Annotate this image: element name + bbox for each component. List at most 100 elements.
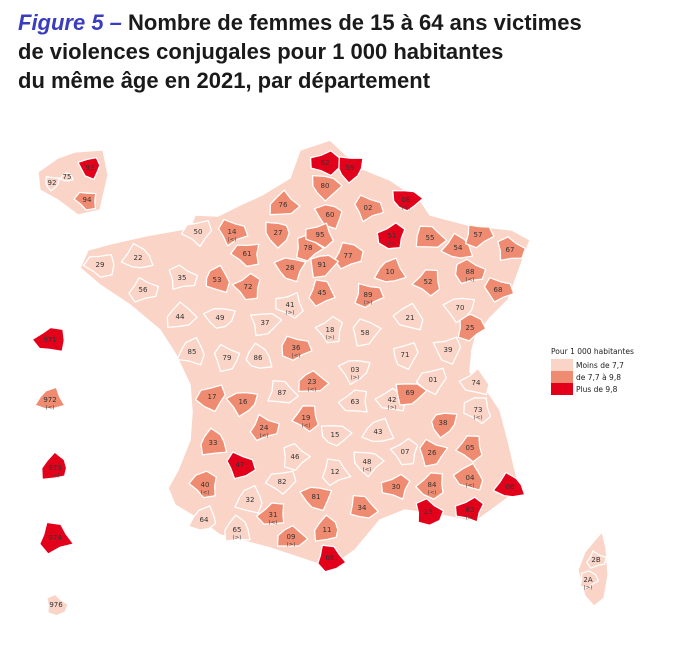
department-label-47: 47 — [236, 461, 245, 469]
department-label-34: 34 — [358, 504, 367, 512]
department-label-76: 76 — [279, 201, 288, 209]
department-overlays — [31, 150, 607, 617]
department-label-03: 03 — [351, 366, 360, 374]
department-label-28: 28 — [286, 264, 295, 272]
department-tag-973: (>) — [51, 473, 60, 479]
department-label-37: 37 — [261, 319, 270, 327]
department-71 — [393, 342, 419, 370]
department-18 — [314, 315, 343, 344]
department-34 — [349, 494, 379, 519]
department-label-49: 49 — [216, 314, 225, 322]
department-84 — [415, 472, 444, 500]
department-62 — [309, 150, 340, 177]
department-72 — [231, 272, 261, 301]
department-tag-36: (<) — [292, 353, 301, 359]
department-40 — [188, 470, 217, 499]
legend-swatch-high — [551, 383, 573, 395]
department-94 — [73, 191, 97, 211]
department-label-93: 93 — [86, 164, 95, 172]
figure-label: Figure 5 – — [18, 10, 122, 35]
department-label-11: 11 — [323, 526, 332, 534]
department-43 — [361, 417, 395, 443]
department-label-30: 30 — [392, 483, 401, 491]
department-label-83: 83 — [466, 506, 475, 514]
department-24 — [249, 413, 280, 442]
department-07 — [389, 438, 419, 466]
legend-swatch-low — [551, 359, 573, 371]
department-tag-48: (<) — [363, 467, 372, 473]
department-label-44: 44 — [176, 313, 185, 321]
department-95 — [305, 222, 335, 249]
department-tag-19: (<) — [302, 423, 311, 429]
department-61 — [230, 243, 260, 268]
department-73 — [463, 397, 492, 425]
department-58 — [352, 318, 382, 347]
department-04 — [452, 462, 484, 491]
department-label-33: 33 — [209, 439, 218, 447]
department-33 — [200, 427, 228, 456]
department-label-23: 23 — [308, 378, 317, 386]
department-63 — [337, 389, 368, 413]
department-44 — [166, 301, 198, 329]
legend-item-high: Plus de 9,8 — [551, 383, 681, 395]
department-label-79: 79 — [223, 354, 232, 362]
department-label-12: 12 — [331, 468, 340, 476]
department-89 — [354, 282, 385, 309]
department-label-40: 40 — [201, 481, 210, 489]
department-15 — [320, 425, 353, 447]
department-label-94: 94 — [83, 196, 92, 204]
department-2A — [579, 570, 600, 590]
department-label-62: 62 — [321, 159, 330, 167]
department-label-24: 24 — [260, 424, 269, 432]
department-14 — [217, 218, 249, 247]
department-label-53: 53 — [213, 276, 222, 284]
department-label-70: 70 — [456, 304, 465, 312]
title-line-3: du même âge en 2021, par département — [18, 68, 431, 93]
department-label-60: 60 — [326, 211, 335, 219]
legend-title: Pour 1 000 habitantes — [551, 347, 634, 356]
department-label-87: 87 — [278, 389, 287, 397]
department-37 — [249, 312, 283, 337]
department-12 — [321, 458, 352, 487]
legend-label-mid: de 7,7 à 9,8 — [576, 372, 621, 382]
department-label-72: 72 — [244, 283, 253, 291]
department-label-976: 976 — [49, 601, 63, 609]
department-label-68: 68 — [494, 286, 503, 294]
department-label-59: 59 — [346, 164, 355, 172]
department-label-64: 64 — [200, 516, 209, 524]
legend: Pour 1 000 habitantes Moins de 7,7 de 7,… — [551, 347, 681, 395]
department-tag-18: (>) — [326, 335, 335, 341]
department-label-82: 82 — [278, 478, 287, 486]
department-tag-08: (<) — [402, 205, 411, 211]
department-tag-51: (<) — [388, 241, 397, 247]
department-label-73: 73 — [474, 406, 483, 414]
department-82 — [264, 470, 297, 495]
legend-label-low: Moins de 7,7 — [576, 360, 624, 370]
department-tag-65: (>) — [233, 535, 242, 541]
department-label-77: 77 — [344, 252, 353, 260]
department-64 — [187, 505, 217, 531]
department-label-19: 19 — [302, 414, 311, 422]
department-tag-88: (<) — [466, 277, 475, 283]
department-28 — [273, 257, 307, 283]
department-label-67: 67 — [506, 246, 515, 254]
department-label-29: 29 — [96, 261, 105, 269]
department-label-55: 55 — [426, 234, 435, 242]
department-48 — [353, 451, 385, 478]
legend-item-low: Moins de 7,7 — [551, 359, 681, 371]
department-label-75: 75 — [63, 173, 72, 181]
legend-label-high: Plus de 9,8 — [576, 384, 618, 394]
department-label-17: 17 — [208, 393, 217, 401]
department-label-43: 43 — [374, 428, 383, 436]
department-label-48: 48 — [363, 458, 372, 466]
department-label-10: 10 — [386, 268, 395, 276]
department-tag-23: (<) — [308, 387, 317, 393]
department-tag-40: (<) — [201, 490, 210, 496]
department-label-91: 91 — [318, 261, 327, 269]
department-55 — [415, 225, 448, 248]
department-17 — [194, 384, 226, 413]
department-label-41: 41 — [286, 301, 295, 309]
department-label-69: 69 — [406, 389, 415, 397]
department-76 — [269, 189, 301, 216]
department-971 — [31, 326, 65, 353]
